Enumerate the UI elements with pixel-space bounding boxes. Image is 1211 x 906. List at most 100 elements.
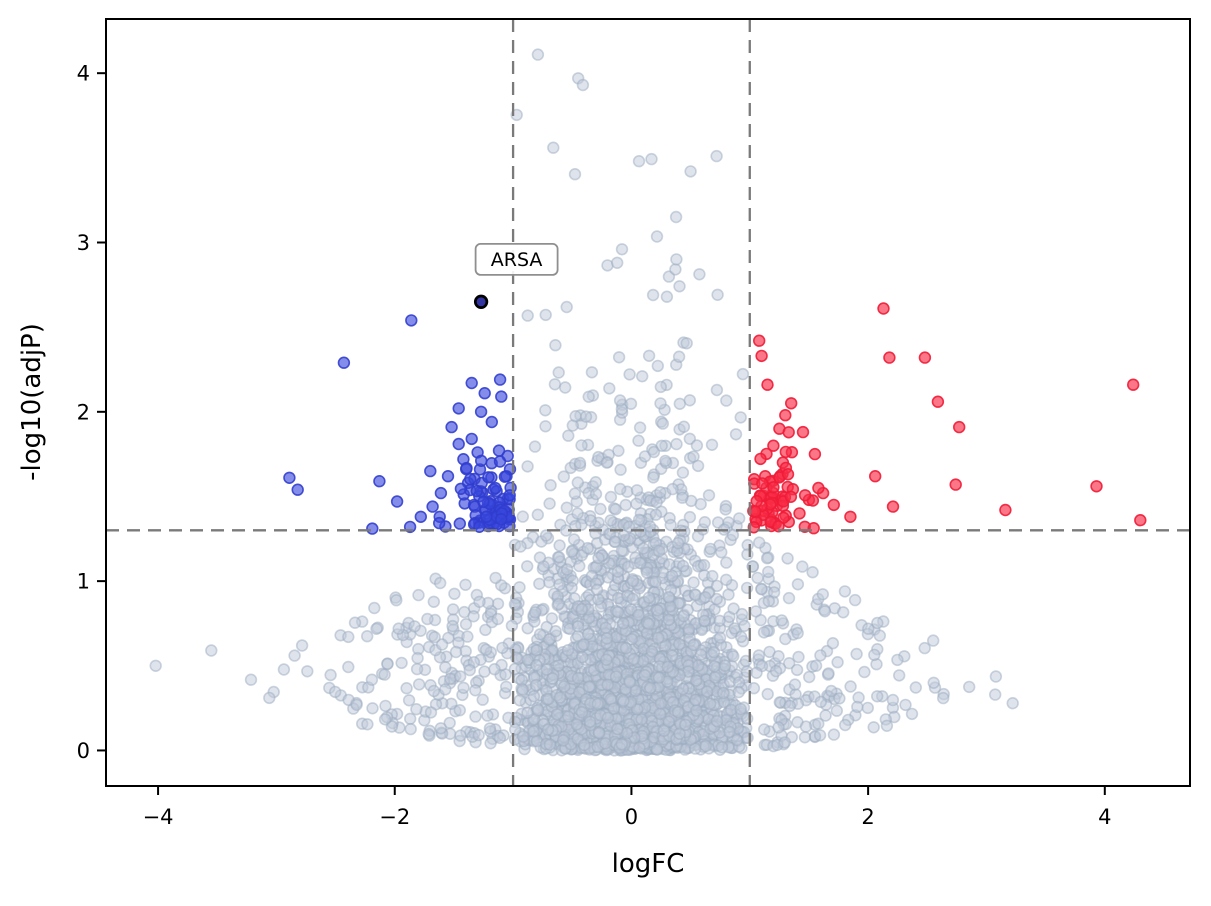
nonsignificant-point bbox=[690, 439, 704, 452]
nonsignificant-point bbox=[404, 712, 417, 725]
nonsignificant-point bbox=[812, 717, 825, 730]
nonsignificant-point bbox=[669, 210, 683, 224]
nonsignificant-point bbox=[775, 614, 788, 627]
nonsignificant-point bbox=[809, 659, 823, 672]
nonsignificant-point bbox=[752, 536, 766, 549]
nonsignificant-point bbox=[604, 514, 617, 527]
nonsignificant-point bbox=[427, 595, 440, 608]
x-tick-label: 4 bbox=[1098, 805, 1111, 829]
downregulated-point bbox=[480, 510, 493, 523]
nonsignificant-point bbox=[404, 722, 417, 736]
nonsignificant-point bbox=[439, 661, 452, 674]
nonsignificant-point bbox=[710, 383, 724, 397]
nonsignificant-point bbox=[707, 645, 721, 659]
nonsignificant-point bbox=[472, 728, 485, 742]
nonsignificant-point bbox=[927, 676, 940, 689]
nonsignificant-point bbox=[444, 672, 457, 685]
annotated-gene-point[interactable] bbox=[473, 294, 489, 309]
nonsignificant-point bbox=[568, 168, 582, 181]
nonsignificant-point bbox=[543, 497, 556, 510]
nonsignificant-point bbox=[463, 663, 476, 677]
nonsignificant-point bbox=[244, 673, 258, 686]
downregulated-point bbox=[493, 455, 507, 468]
nonsignificant-point bbox=[677, 609, 690, 623]
nonsignificant-point bbox=[657, 724, 671, 737]
nonsignificant-point bbox=[395, 656, 408, 670]
nonsignificant-point bbox=[531, 703, 545, 717]
nonsignificant-point bbox=[521, 460, 534, 473]
nonsignificant-point bbox=[575, 705, 589, 719]
annotation-box[interactable] bbox=[474, 242, 559, 276]
nonsignificant-point bbox=[676, 682, 690, 696]
nonsignificant-point bbox=[454, 729, 467, 742]
nonsignificant-point bbox=[509, 723, 522, 736]
upregulated-point bbox=[798, 489, 812, 502]
nonsignificant-point bbox=[428, 630, 441, 644]
nonsignificant-point bbox=[738, 619, 751, 633]
nonsignificant-point bbox=[556, 734, 570, 747]
nonsignificant-point bbox=[858, 665, 871, 679]
nonsignificant-point bbox=[676, 559, 690, 573]
nonsignificant-point bbox=[569, 519, 582, 533]
nonsignificant-point bbox=[650, 230, 664, 243]
upregulated-point bbox=[779, 409, 792, 422]
nonsignificant-point bbox=[263, 691, 276, 705]
upregulated-point bbox=[1090, 480, 1103, 493]
nonsignificant-point bbox=[459, 617, 473, 631]
nonsignificant-point bbox=[918, 641, 931, 655]
nonsignificant-point bbox=[740, 712, 754, 725]
nonsignificant-point bbox=[651, 604, 664, 617]
nonsignificant-point bbox=[570, 718, 583, 731]
nonsignificant-point bbox=[661, 660, 674, 674]
nonsignificant-point bbox=[601, 678, 614, 691]
nonsignificant-point bbox=[838, 585, 852, 598]
upregulated-point bbox=[827, 498, 840, 512]
nonsignificant-point bbox=[348, 616, 362, 629]
nonsignificant-point bbox=[706, 569, 719, 583]
nonsignificant-point bbox=[687, 576, 700, 589]
nonsignificant-point bbox=[571, 620, 585, 633]
nonsignificant-point bbox=[623, 368, 636, 381]
nonsignificant-point bbox=[673, 637, 686, 651]
downregulated-point bbox=[452, 402, 465, 415]
nonsignificant-point bbox=[589, 476, 602, 489]
nonsignificant-point bbox=[378, 668, 391, 681]
nonsignificant-point bbox=[899, 698, 912, 712]
nonsignificant-point bbox=[516, 683, 529, 696]
nonsignificant-point bbox=[720, 556, 733, 569]
nonsignificant-point bbox=[796, 560, 809, 573]
nonsignificant-point bbox=[643, 520, 657, 533]
nonsignificant-point bbox=[791, 578, 805, 591]
nonsignificant-point bbox=[892, 669, 906, 682]
nonsignificant-point bbox=[615, 243, 629, 256]
nonsignificant-point bbox=[609, 503, 622, 516]
nonsignificant-point bbox=[649, 575, 662, 588]
nonsignificant-point bbox=[732, 512, 746, 525]
nonsignificant-point bbox=[687, 638, 700, 652]
nonsignificant-point bbox=[663, 558, 676, 571]
nonsignificant-point bbox=[761, 565, 775, 579]
nonsignificant-point bbox=[683, 510, 697, 524]
nonsignificant-point bbox=[769, 664, 783, 678]
nonsignificant-point bbox=[736, 367, 750, 381]
nonsignificant-point bbox=[626, 592, 639, 606]
nonsignificant-point bbox=[673, 280, 686, 293]
axes-layer: −4 −2 0 2 4 0 1 2 3 4 bbox=[77, 62, 1112, 829]
upregulated-point bbox=[808, 447, 822, 461]
nonsignificant-point bbox=[422, 727, 435, 741]
nonsignificant-point bbox=[755, 583, 768, 596]
nonsignificant-point bbox=[378, 713, 392, 726]
nonsignificant-point bbox=[479, 643, 493, 656]
nonsignificant-point bbox=[727, 650, 740, 663]
downregulated-point bbox=[453, 517, 466, 530]
nonsignificant-point bbox=[819, 709, 832, 722]
nonsignificant-point bbox=[592, 726, 606, 740]
nonsignificant-point bbox=[886, 693, 900, 707]
nonsignificant-point bbox=[870, 690, 884, 703]
nonsignificant-point bbox=[710, 149, 723, 163]
nonsignificant-point bbox=[654, 397, 667, 410]
nonsignificant-point bbox=[814, 649, 827, 662]
nonsignificant-point bbox=[329, 685, 342, 699]
nonsignificant-point bbox=[723, 725, 736, 739]
